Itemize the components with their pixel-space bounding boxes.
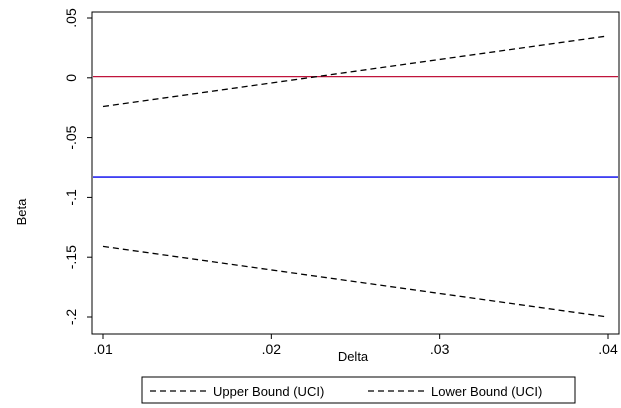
x-tick-label-3: .04 [598, 341, 618, 357]
y-tick-label-0: .05 [63, 8, 79, 28]
y-tick-label-4: -.15 [63, 245, 79, 269]
y-tick-label-1: 0 [63, 74, 79, 82]
reference-lines [93, 75, 618, 178]
plot-frame [91, 11, 620, 335]
y-axis: .05 0 -.05 -.1 -.15 -.2 [63, 8, 92, 325]
x-tick-label-0: .01 [93, 341, 113, 357]
x-axis: .01 .02 .03 .04 [93, 334, 618, 357]
y-tick-label-2: -.05 [63, 125, 79, 149]
legend-box [141, 376, 576, 404]
x-tick-label-1: .02 [262, 341, 282, 357]
y-tick-label-3: -.1 [63, 189, 79, 206]
x-axis-title: Delta [338, 349, 369, 364]
legend-label-lower: Lower Bound (UCI) [431, 384, 542, 399]
legend-label-upper: Upper Bound (UCI) [213, 384, 324, 399]
x-tick-label-2: .03 [430, 341, 450, 357]
legend: Upper Bound (UCI) Lower Bound (UCI) [141, 376, 576, 404]
series-line-0 [102, 35, 609, 108]
series-line-1 [102, 245, 609, 318]
y-tick-label-5: -.2 [63, 309, 79, 326]
y-axis-title: Beta [14, 198, 29, 226]
series-lines [102, 35, 609, 318]
